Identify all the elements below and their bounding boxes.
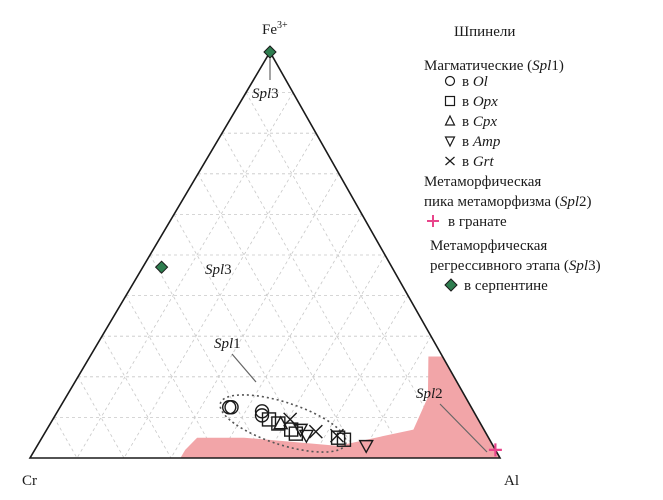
annotations: Spl3 Spl3 Spl1 Spl2	[205, 58, 488, 453]
legend-symbol-triangle-up	[444, 114, 456, 126]
grid-line	[311, 295, 409, 459]
vertex-label-top: Fe3+	[262, 20, 288, 38]
grid-line	[149, 254, 266, 459]
annotation-leader	[439, 403, 488, 453]
legend-item-text: в Opx	[462, 94, 498, 110]
data-point-triangle-down	[358, 439, 374, 454]
legend-group1-label: Магматические (Spl1)	[424, 58, 564, 74]
data-point-square	[336, 432, 352, 447]
legend-group2-item: в гранате	[427, 214, 507, 230]
legend-item-text: в Amp	[462, 134, 501, 150]
data-point-triangle-down	[298, 429, 315, 444]
data-points	[154, 45, 502, 457]
legend-group3-line2: регрессивного этапа (Spl3)	[430, 258, 601, 274]
ternary-frame	[28, 50, 502, 459]
legend-item-text: в Ol	[462, 74, 488, 90]
triangle-frame	[28, 50, 502, 459]
annotation-spl2-field: Spl2	[416, 386, 488, 453]
vertex-label-right: Al	[504, 473, 519, 489]
legend-group1-items: в Ol в Opx в Cpx в Amp в Grt	[444, 74, 501, 170]
annotation-spl3-mid: Spl3	[205, 262, 232, 278]
data-point-cross	[329, 428, 344, 443]
data-point-circle	[224, 400, 239, 415]
spl2-field-layer	[180, 356, 500, 458]
annotation-spl3-top: Spl3	[252, 58, 279, 102]
spl1-ellipse-layer	[219, 394, 347, 453]
legend-item: в Amp	[444, 134, 501, 150]
annotation-label: Spl3	[205, 262, 232, 278]
legend-group3-item: в серпентине	[444, 278, 548, 294]
grid-line	[123, 132, 317, 459]
annotation-label: Spl2	[416, 386, 443, 402]
data-point-square	[261, 412, 277, 427]
vertex-label-left: Cr	[22, 473, 37, 489]
legend-title: Шпинели	[454, 24, 515, 40]
legend-item-text: в Cpx	[462, 114, 497, 130]
grid-line	[264, 254, 386, 459]
legend-symbol-cross	[445, 156, 455, 166]
legend-group2-item-text: в гранате	[448, 214, 507, 230]
data-point-plus	[488, 443, 502, 457]
legend-symbol-circle	[444, 75, 456, 87]
legend-group2-line1: Метаморфическая	[424, 174, 541, 190]
grid-line	[76, 92, 294, 459]
legend-group3-line1: Метаморфическая	[430, 238, 547, 254]
legend-item-text: в Grt	[462, 154, 495, 170]
annotation-spl1-cluster: Spl1	[214, 336, 257, 383]
data-point-triangle-up	[273, 415, 289, 430]
legend-group3-item-text: в серпентине	[464, 278, 548, 294]
grid-line	[170, 173, 340, 459]
vertex-top-text: Fe	[262, 22, 277, 38]
legend-item: в Grt	[445, 154, 495, 170]
spl2-field	[180, 356, 500, 458]
legend-symbol-triangle-down	[444, 136, 456, 148]
grid-line	[53, 417, 78, 459]
annotation-leader	[231, 353, 257, 383]
legend-group2-line2: пика метаморфизма (Spl2)	[424, 194, 592, 210]
vertex-top-sup: 3+	[277, 20, 288, 31]
grid-line	[125, 295, 219, 459]
spl1-ellipse	[219, 394, 347, 453]
data-point-cross	[283, 412, 298, 427]
data-point-diamond	[263, 45, 277, 59]
data-point-cross	[308, 424, 323, 439]
data-point-diamond	[154, 260, 169, 274]
grid-line	[245, 92, 454, 459]
legend-item: в Opx	[444, 94, 498, 110]
grid-line	[101, 336, 172, 459]
annotation-label: Spl1	[214, 336, 241, 352]
grid-line	[173, 214, 313, 459]
legend: Шпинели Магматические (Spl1) в Olв Opxв …	[424, 24, 601, 294]
ternary-grid	[53, 92, 478, 459]
legend-item: в Ol	[444, 74, 488, 90]
legend-symbol-square	[444, 95, 456, 107]
annotation-label: Spl3	[252, 86, 279, 102]
legend-item: в Cpx	[444, 114, 497, 130]
grid-line	[197, 173, 360, 459]
